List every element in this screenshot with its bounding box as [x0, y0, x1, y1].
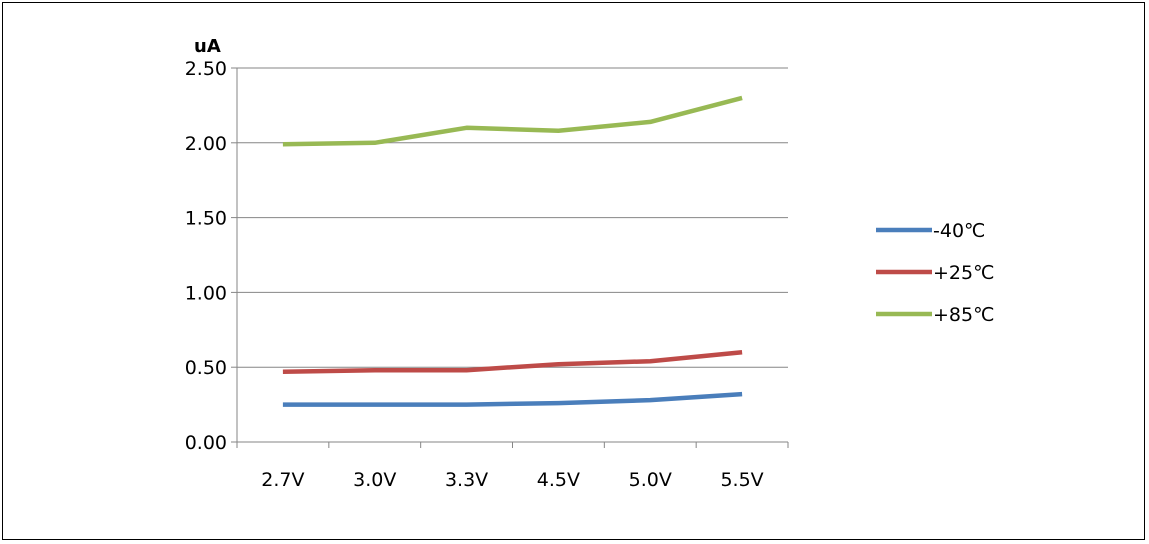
y-tick-label: 0.50	[185, 357, 227, 379]
legend-label: +85℃	[933, 304, 994, 326]
gridlines	[231, 67, 789, 448]
legend: -40℃ +25℃ +85℃	[876, 220, 994, 326]
series-line	[282, 95, 743, 147]
series-line	[282, 391, 743, 407]
x-tick-label: 5.0V	[629, 469, 672, 491]
y-tick-label: 2.00	[185, 133, 227, 155]
x-tick-label: 3.0V	[353, 469, 396, 491]
y-tick-label: 0.00	[185, 432, 227, 454]
legend-label: +25℃	[933, 262, 994, 284]
x-tick-label: 5.5V	[720, 469, 763, 491]
x-tick-label: 4.5V	[537, 469, 580, 491]
series-line	[282, 349, 743, 374]
axes	[236, 68, 788, 443]
x-tick-labels: 2.7V 3.0V 3.3V 4.5V 5.0V 5.5V	[261, 469, 763, 491]
y-tick-label: 2.50	[185, 58, 227, 80]
y-tick-labels: 0.00 0.50 1.00 1.50 2.00 2.50	[185, 58, 227, 454]
x-tick-label: 3.3V	[445, 469, 488, 491]
legend-label: -40℃	[933, 220, 985, 242]
y-axis-unit-label: uA	[194, 36, 221, 57]
y-tick-label: 1.00	[185, 282, 227, 304]
y-tick-label: 1.50	[185, 208, 227, 230]
series-lines	[282, 95, 743, 407]
x-tick-label: 2.7V	[261, 469, 304, 491]
